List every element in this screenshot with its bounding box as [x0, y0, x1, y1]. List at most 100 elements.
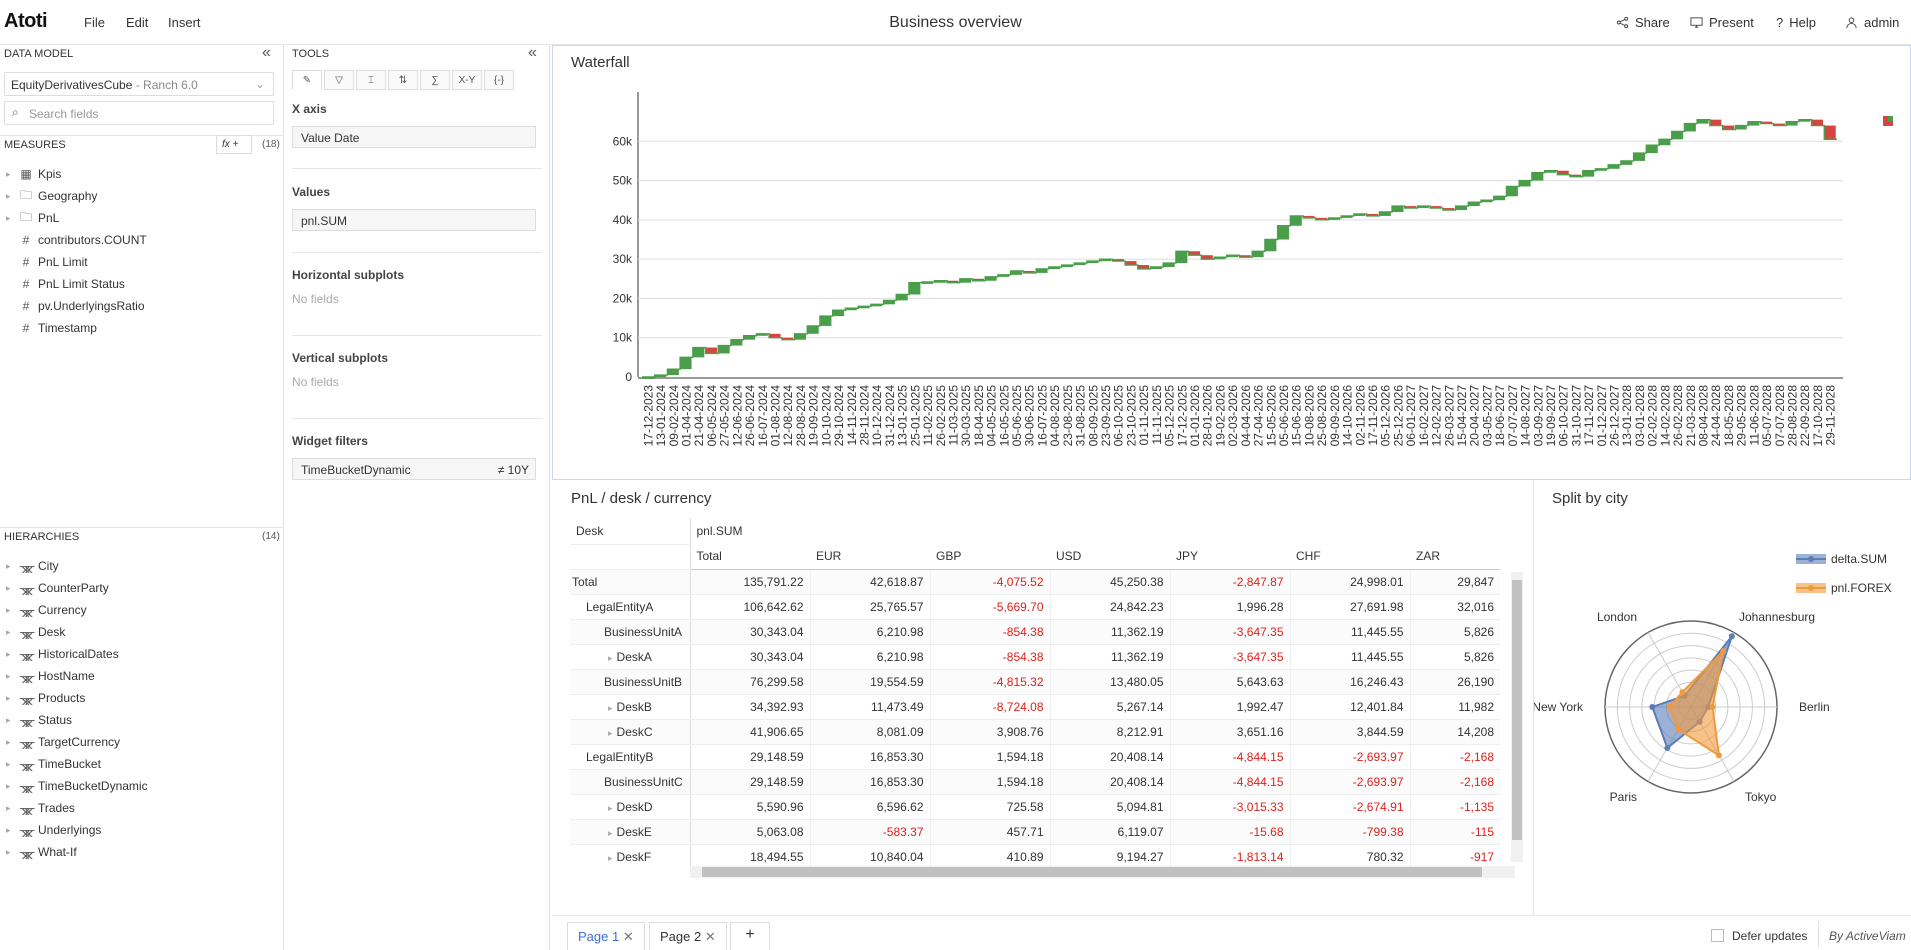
hierarchy-item[interactable]: ▸ ᚘ HistoricalDates — [6, 645, 119, 663]
table-cell[interactable]: 9,194.27 — [1049, 844, 1170, 868]
table-cell[interactable]: 29,148.59 — [689, 769, 810, 795]
vertical-subplots-empty[interactable]: No fields — [292, 375, 339, 389]
waterfall-bar[interactable] — [1226, 255, 1239, 258]
table-row[interactable]: BusinessUnitA 30,343.04 6,210.98 -854.38 11,… — [570, 619, 1500, 645]
waterfall-bar[interactable] — [667, 369, 679, 376]
forex-series-point[interactable] — [1679, 689, 1686, 696]
caret-right-icon[interactable]: ▸ — [6, 846, 11, 857]
legend-swatch[interactable] — [1888, 116, 1893, 121]
caret-right-icon[interactable]: ▸ — [608, 702, 613, 713]
waterfall-bar[interactable] — [1074, 263, 1086, 266]
tab-page-2[interactable]: Page 2 ✕ — [649, 922, 727, 950]
table-row[interactable]: ▸ DeskF 18,494.55 10,840.04 410.89 9,194.27 -1… — [570, 844, 1500, 868]
table-row[interactable]: ▸ DeskC 41,906.65 8,081.09 3,908.76 8,212.91 3… — [570, 719, 1500, 745]
caret-right-icon[interactable]: ▸ — [6, 168, 11, 179]
waterfall-bar[interactable] — [1519, 180, 1531, 187]
waterfall-bar[interactable] — [1290, 215, 1302, 226]
waterfall-bar[interactable] — [1773, 123, 1785, 126]
table-cell[interactable]: 3,844.59 — [1289, 719, 1410, 745]
forex-series-point[interactable] — [1715, 752, 1722, 759]
waterfall-bar[interactable] — [1557, 170, 1569, 175]
waterfall-bar[interactable] — [1709, 119, 1722, 126]
table-cell[interactable]: -5,669.70 — [929, 594, 1050, 620]
menu-file[interactable]: File — [84, 15, 105, 30]
table-cell[interactable]: -2,693.97 — [1289, 744, 1410, 770]
waterfall-bar[interactable] — [1277, 225, 1290, 240]
table-cell[interactable]: -1,813.14 — [1169, 844, 1290, 868]
table-cell[interactable]: -4,075.52 — [929, 569, 1050, 595]
table-cell[interactable]: 32,016 — [1409, 594, 1500, 620]
add-page-button[interactable]: + — [730, 922, 770, 950]
table-cell[interactable]: -4,844.15 — [1169, 744, 1290, 770]
row-header[interactable]: ▸ DeskA — [570, 644, 691, 670]
forex-series-point[interactable] — [1709, 704, 1716, 710]
waterfall-bar[interactable] — [654, 375, 667, 378]
hierarchy-item[interactable]: ▸ ᚘ Desk — [6, 623, 65, 641]
waterfall-bar[interactable] — [1595, 168, 1607, 171]
waterfall-bar[interactable] — [1570, 174, 1582, 177]
row-header[interactable]: ▸ DeskC — [570, 719, 691, 745]
table-row[interactable]: LegalEntityB 29,148.59 16,853.30 1,594.18 20… — [570, 744, 1500, 770]
table-cell[interactable]: 12,401.84 — [1289, 694, 1410, 720]
measure-item[interactable]: # pv.UnderlyingsRatio — [6, 297, 145, 315]
waterfall-bar[interactable] — [1163, 263, 1175, 267]
table-cell[interactable]: -2,693.97 — [1289, 769, 1410, 795]
table-cell[interactable]: 457.71 — [929, 819, 1050, 845]
hierarchy-item[interactable]: ▸ ᚘ TargetCurrency — [6, 733, 120, 751]
table-cell[interactable]: -2,168 — [1409, 744, 1500, 770]
waterfall-bar[interactable] — [1023, 270, 1035, 273]
waterfall-bar[interactable] — [1608, 164, 1620, 169]
caret-right-icon[interactable]: ▸ — [6, 802, 11, 813]
table-cell[interactable]: 11,445.55 — [1289, 619, 1410, 645]
hierarchy-item[interactable]: ▸ ᚘ City — [6, 557, 59, 575]
table-cell[interactable]: 11,473.49 — [809, 694, 930, 720]
hierarchy-item[interactable]: ▸ ᚘ TimeBucketDynamic — [6, 777, 148, 795]
waterfall-bar[interactable] — [985, 276, 997, 281]
waterfall-bar[interactable] — [1328, 217, 1340, 220]
table-row[interactable]: BusinessUnitB 76,299.58 19,554.59 -4,815.32… — [570, 669, 1500, 695]
waterfall-bar[interactable] — [845, 308, 857, 311]
waterfall-bar[interactable] — [1150, 267, 1162, 269]
waterfall-bar[interactable] — [1659, 139, 1671, 146]
table-cell[interactable]: 18,494.55 — [689, 844, 810, 868]
table-row[interactable]: ▸ DeskE 5,063.08 -583.37 457.71 6,119.07 -15.6… — [570, 819, 1500, 845]
waterfall-bar[interactable] — [1684, 123, 1696, 132]
measure-item[interactable]: ▸ 🗀 PnL — [6, 209, 59, 227]
waterfall-bar[interactable] — [1760, 121, 1773, 124]
waterfall-bar[interactable] — [832, 310, 845, 317]
search-fields-input[interactable]: ⌕ Search fields — [4, 101, 274, 125]
table-cell[interactable]: 20,408.14 — [1049, 744, 1170, 770]
waterfall-bar[interactable] — [1353, 213, 1366, 216]
table-row[interactable]: BusinessUnitC 29,148.59 16,853.30 1,594.18 2… — [570, 769, 1500, 795]
table-cell[interactable]: -854.38 — [929, 644, 1050, 670]
present-button[interactable]: Present — [1690, 15, 1754, 30]
waterfall-bar[interactable] — [1646, 145, 1658, 154]
table-cell[interactable]: -115 — [1409, 819, 1500, 845]
column-header[interactable]: JPY — [1170, 544, 1290, 570]
table-cell[interactable]: -8,724.08 — [929, 694, 1050, 720]
menu-edit[interactable]: Edit — [126, 15, 149, 30]
waterfall-bar[interactable] — [870, 304, 883, 307]
table-cell[interactable]: -3,015.33 — [1169, 794, 1290, 820]
waterfall-bar[interactable] — [1086, 261, 1099, 264]
waterfall-bar[interactable] — [1582, 170, 1595, 177]
table-cell[interactable]: 29,148.59 — [689, 744, 810, 770]
widget-filter-chip[interactable]: TimeBucketDynamic ≠ 10Y — [292, 458, 536, 480]
table-row[interactable]: ▸ DeskD 5,590.96 6,596.62 725.58 5,094.81 -3,0… — [570, 794, 1500, 820]
table-cell[interactable]: -2,674.91 — [1289, 794, 1410, 820]
column-header[interactable]: GBP — [930, 544, 1050, 570]
waterfall-bar[interactable] — [1303, 215, 1315, 218]
waterfall-bar[interactable] — [1620, 160, 1633, 165]
table-cell[interactable]: 5,094.81 — [1049, 794, 1170, 820]
table-cell[interactable]: -583.37 — [809, 819, 930, 845]
table-cell[interactable]: -3,647.35 — [1169, 644, 1290, 670]
waterfall-bar[interactable] — [1455, 206, 1468, 211]
table-cell[interactable]: 24,998.01 — [1289, 569, 1410, 595]
table-cell[interactable]: 6,210.98 — [809, 644, 930, 670]
table-cell[interactable]: 1,594.18 — [929, 769, 1050, 795]
table-cell[interactable]: 5,063.08 — [689, 819, 810, 845]
delta-series-point[interactable] — [1728, 633, 1735, 640]
caret-right-icon[interactable]: ▸ — [608, 827, 613, 838]
table-cell[interactable]: 5,826 — [1409, 619, 1500, 645]
waterfall-bar[interactable] — [642, 377, 654, 379]
